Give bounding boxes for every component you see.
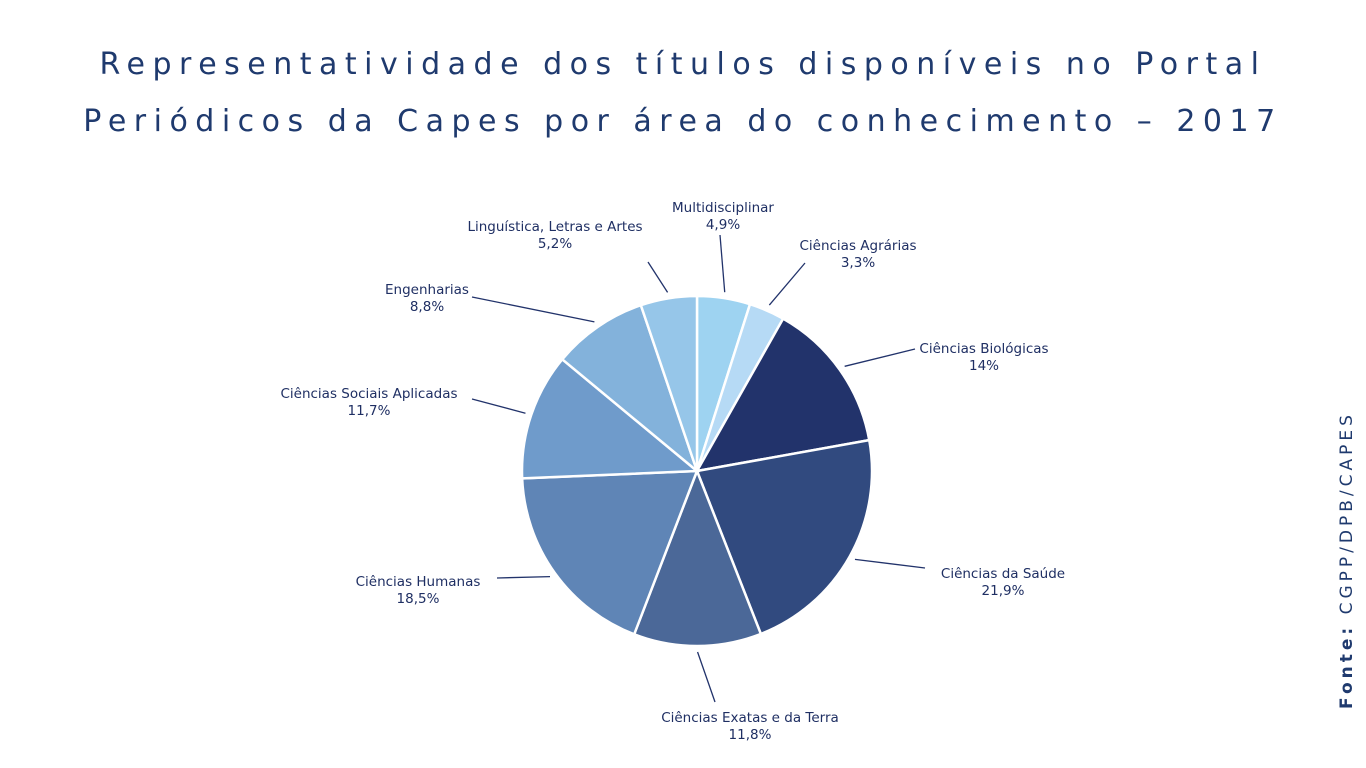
source-label: Fonte: <box>1337 623 1357 709</box>
pie-slice-ciencias-da-saude <box>695 438 874 636</box>
slice-value-ciencias-da-saude: 21,9% <box>982 583 1025 599</box>
slice-value-engenharias: 8,8% <box>410 299 444 315</box>
slice-label-engenharias: Engenharias <box>385 282 469 298</box>
slice-value-ciencias-exatas-e-da-terra: 11,8% <box>729 727 772 743</box>
leader-line-linguistica-letras-e-artes <box>647 261 669 293</box>
chart-title: Representatividade dos títulos disponíve… <box>0 36 1366 150</box>
leader-line-ciencias-da-saude <box>854 558 926 569</box>
slice-label-multidisciplinar: Multidisciplinar <box>672 200 774 216</box>
slice-label-ciencias-exatas-e-da-terra: Ciências Exatas e da Terra <box>661 710 839 726</box>
source-note: Fonte: CGPP/DPB/CAPES <box>1337 411 1357 709</box>
pie-slice-ciencias-biologicas <box>694 316 871 473</box>
slice-label-ciencias-da-saude: Ciências da Saúde <box>941 566 1065 582</box>
leader-line-ciencias-humanas <box>496 575 551 579</box>
slice-value-ciencias-sociais-aplicadas: 11,7% <box>348 403 391 419</box>
slice-value-linguistica-letras-e-artes: 5,2% <box>538 236 572 252</box>
slice-label-ciencias-biologicas: Ciências Biológicas <box>919 341 1048 357</box>
slice-value-ciencias-humanas: 18,5% <box>397 591 440 607</box>
pie-slice-linguistica-letras-e-artes <box>639 294 699 472</box>
slice-value-ciencias-biologicas: 14% <box>969 358 999 374</box>
slice-value-multidisciplinar: 4,9% <box>706 217 740 233</box>
leader-line-engenharias <box>471 296 595 323</box>
pie-slice-ciencias-sociais-aplicadas <box>520 357 701 480</box>
slice-label-ciencias-sociais-aplicadas: Ciências Sociais Aplicadas <box>280 386 457 402</box>
source-value: CGPP/DPB/CAPES <box>1337 411 1357 615</box>
pie-slice-ciencias-humanas <box>520 469 699 636</box>
slice-label-linguistica-letras-e-artes: Linguística, Letras e Artes <box>467 219 642 235</box>
leader-line-multidisciplinar <box>719 234 726 293</box>
leader-line-ciencias-exatas-e-da-terra <box>696 651 716 703</box>
chart-title-line-2: Periódicos da Capes por área do conhecim… <box>83 104 1283 139</box>
leader-line-ciencias-agrarias <box>768 262 806 306</box>
chart-title-line-1: Representatividade dos títulos disponíve… <box>99 47 1267 82</box>
slice-label-ciencias-agrarias: Ciências Agrárias <box>799 238 916 254</box>
pie-slice-engenharias <box>560 303 700 475</box>
leader-line-ciencias-sociais-aplicadas <box>471 398 526 414</box>
slice-label-ciencias-humanas: Ciências Humanas <box>356 574 481 590</box>
leader-line-ciencias-biologicas <box>844 348 916 367</box>
pie-slice-ciencias-exatas-e-da-terra <box>632 467 763 648</box>
slice-value-ciencias-agrarias: 3,3% <box>841 255 875 271</box>
